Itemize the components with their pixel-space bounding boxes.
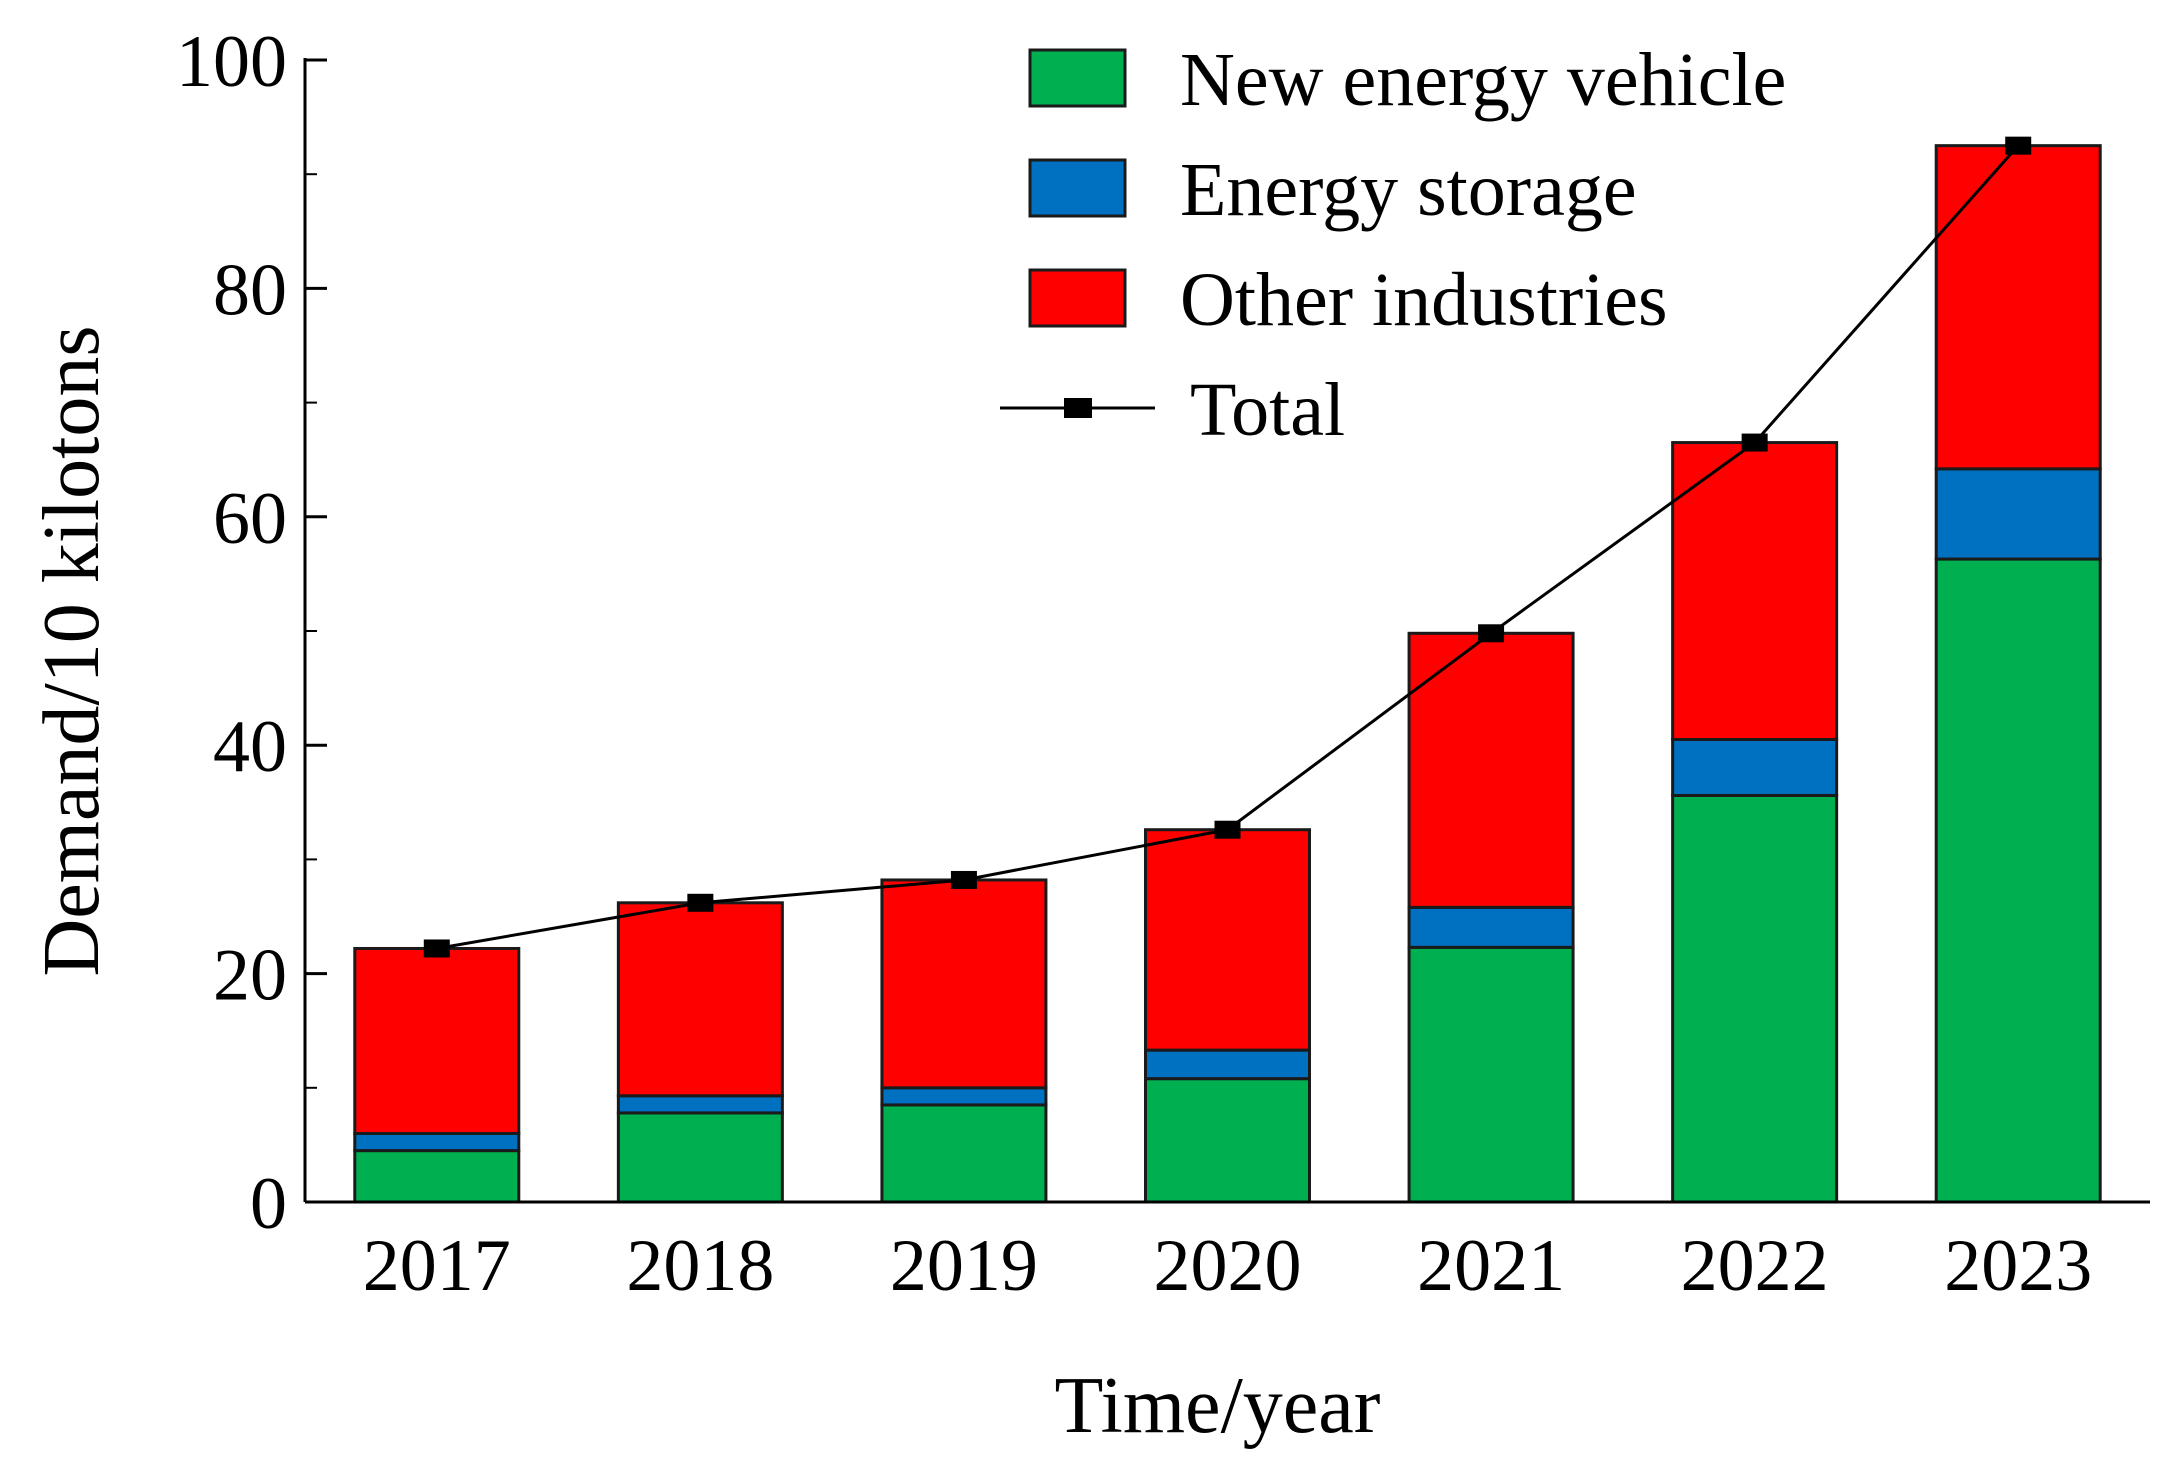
legend: New energy vehicle Energy storage Other in… xyxy=(1000,38,1786,452)
y-tick-label: 60 xyxy=(213,478,287,560)
y-tick-label: 20 xyxy=(213,935,287,1017)
legend-label-series-2: Other industries xyxy=(1180,258,1668,342)
bar-2021-series-2 xyxy=(1407,631,1575,909)
y-tick-label: 0 xyxy=(250,1163,287,1245)
bar-2020-series-0 xyxy=(1144,1077,1311,1204)
bar-2017-series-2 xyxy=(353,946,521,1135)
x-tick-label-2022: 2022 xyxy=(1681,1225,1829,1307)
x-tick-label-2019: 2019 xyxy=(890,1225,1038,1307)
x-tick-label-2017: 2017 xyxy=(363,1225,511,1307)
bar-2020-series-2 xyxy=(1144,828,1311,1052)
legend-label-series-0: New energy vehicle xyxy=(1180,38,1786,122)
bar-2017-series-0 xyxy=(353,1149,521,1204)
legend-label-series-1: Energy storage xyxy=(1180,148,1637,232)
bar-2022-series-0 xyxy=(1671,793,1839,1204)
bar-2020-series-1 xyxy=(1144,1048,1311,1081)
x-axis-title: Time/year xyxy=(1055,1362,1381,1450)
bar-2022-series-2 xyxy=(1671,441,1839,741)
x-tick-label-2020: 2020 xyxy=(1154,1225,1302,1307)
legend-swatch-series-1 xyxy=(1028,158,1127,218)
x-tick-label-2021: 2021 xyxy=(1417,1225,1565,1307)
y-tick-label: 80 xyxy=(213,249,287,331)
legend-label-total: Total xyxy=(1190,368,1345,452)
axes-layer: 0 20 40 60 80 100 2017 2018 2019 2020 2021 2022 2023… xyxy=(28,21,2150,1450)
total-marker-2021 xyxy=(1478,624,1505,643)
legend-swatch-series-0 xyxy=(1028,48,1127,108)
legend-swatch-series-2 xyxy=(1028,268,1127,328)
bar-2021-series-0 xyxy=(1407,945,1575,1204)
bar-2023-series-1 xyxy=(1934,467,2102,561)
total-marker-2018 xyxy=(687,893,714,912)
bar-2019-series-2 xyxy=(880,878,1048,1090)
total-marker-2022 xyxy=(1741,433,1768,452)
bar-2018-series-0 xyxy=(616,1111,784,1204)
bar-2021-series-1 xyxy=(1407,905,1575,949)
bar-2017-series-1 xyxy=(353,1131,521,1153)
total-line-layer xyxy=(423,136,2032,958)
bar-2022-series-1 xyxy=(1671,737,1839,797)
total-marker-2023 xyxy=(2005,136,2032,155)
bar-2019-series-0 xyxy=(880,1103,1048,1204)
bar-2018-series-2 xyxy=(616,901,784,1098)
bar-2019-series-1 xyxy=(880,1086,1048,1107)
bar-2023-series-0 xyxy=(1934,557,2102,1204)
x-tick-label-2018: 2018 xyxy=(626,1225,774,1307)
bar-2018-series-1 xyxy=(616,1094,784,1115)
bar-2023-series-2 xyxy=(1934,144,2102,471)
legend-total-marker xyxy=(1064,398,1092,418)
y-axis-title: Demand/10 kilotons xyxy=(28,325,116,976)
total-marker-2019 xyxy=(950,870,977,889)
y-tick-label: 100 xyxy=(176,21,287,103)
x-tick-label-2023: 2023 xyxy=(1944,1225,2092,1307)
total-marker-2020 xyxy=(1214,820,1241,839)
y-tick-label: 40 xyxy=(213,706,287,788)
total-marker-2017 xyxy=(423,939,450,958)
